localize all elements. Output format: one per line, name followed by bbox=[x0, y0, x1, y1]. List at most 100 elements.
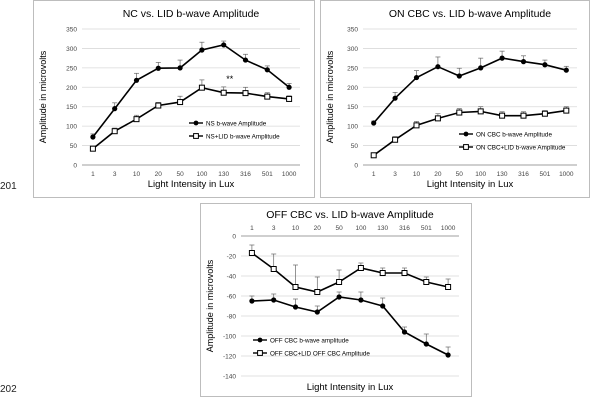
x-tick-label: 130 bbox=[218, 171, 229, 178]
data-point bbox=[563, 67, 569, 73]
x-tick-label: 501 bbox=[539, 171, 550, 178]
x-tick-label: 50 bbox=[456, 171, 464, 178]
x-tick-label: 3 bbox=[272, 225, 276, 232]
data-point bbox=[413, 74, 420, 81]
data-point bbox=[90, 134, 96, 140]
data-point bbox=[499, 55, 505, 61]
x-tick-label: 501 bbox=[421, 225, 432, 232]
data-point bbox=[520, 59, 527, 65]
figure-number-201: 201 bbox=[0, 181, 17, 192]
figure-number-202: 202 bbox=[0, 384, 17, 395]
data-point bbox=[112, 106, 118, 112]
data-point bbox=[401, 329, 408, 335]
chart-panel-off-cbc: OFF CBC vs. LID b-wave Amplitude 0 -20 -40 -… bbox=[200, 203, 472, 397]
legend-swatch-marker bbox=[463, 144, 469, 150]
x-tick-label: 501 bbox=[262, 171, 273, 178]
chart-panel-nc: NC vs. LID b-wave Amplitude 0 50 100 150 200 2… bbox=[33, 0, 315, 198]
chart-title: OFF CBC vs. LID b-wave Amplitude bbox=[266, 209, 434, 221]
data-point bbox=[292, 304, 299, 310]
legend-swatch-marker bbox=[193, 133, 199, 139]
y-tick-label: -100 bbox=[223, 334, 236, 341]
x-tick-label: 1 bbox=[91, 171, 95, 178]
y-tick-label: 350 bbox=[347, 27, 358, 34]
legend-label: OFF CBC+LID OFF CBC Amplitude bbox=[270, 350, 370, 357]
data-point bbox=[445, 284, 452, 290]
legend-label: ON CBC+LID b-wave Amplitude bbox=[476, 144, 566, 151]
legend-label: OFF CBC b-wave amplitude bbox=[270, 337, 349, 344]
data-point bbox=[286, 95, 293, 102]
data-point bbox=[456, 73, 462, 79]
y-tick-label: 0 bbox=[354, 163, 358, 170]
y-axis-label: Amplitude in microvolts bbox=[38, 50, 48, 143]
data-point bbox=[423, 279, 430, 285]
y-tick-label: 200 bbox=[347, 85, 358, 92]
data-point bbox=[292, 284, 299, 290]
x-tick-label: 20 bbox=[314, 225, 322, 232]
legend-swatch-marker bbox=[463, 131, 469, 137]
chart-panel-on-cbc: ON CBC vs. LID b-wave Amplitude 0 50 100 150… bbox=[320, 0, 590, 198]
x-tick-label: 1 bbox=[250, 225, 254, 232]
x-tick-label: 100 bbox=[196, 171, 207, 178]
data-point bbox=[445, 352, 451, 358]
x-axis-label: Light Intensity in Lux bbox=[148, 179, 235, 190]
y-tick-label: 300 bbox=[347, 46, 358, 53]
data-point bbox=[499, 112, 506, 119]
y-axis-label: Amplitude in microvolts bbox=[325, 50, 335, 143]
data-point bbox=[314, 309, 320, 315]
y-tick-label: 50 bbox=[70, 143, 78, 150]
y-tick-label: -140 bbox=[223, 374, 236, 381]
data-point bbox=[248, 250, 255, 256]
y-tick-label: 150 bbox=[347, 104, 358, 111]
y-axis-label: Amplitude in microvolts bbox=[205, 259, 215, 352]
x-tick-label: 316 bbox=[240, 171, 251, 178]
legend-swatch-marker bbox=[257, 350, 263, 356]
data-point bbox=[423, 341, 429, 347]
data-point bbox=[541, 110, 548, 117]
x-tick-label: 10 bbox=[413, 171, 421, 178]
y-tick-label: 50 bbox=[351, 143, 359, 150]
chart-nc-vs-lid: NC vs. LID b-wave Amplitude0501001502002… bbox=[38, 8, 300, 190]
x-tick-label: 3 bbox=[113, 171, 117, 178]
x-tick-label: 50 bbox=[176, 171, 184, 178]
data-point bbox=[434, 115, 441, 122]
annotation: ** bbox=[226, 74, 234, 84]
data-point bbox=[89, 145, 96, 152]
data-point bbox=[401, 270, 408, 276]
y-tick-label: 350 bbox=[66, 27, 77, 34]
legend-label: ON CBC b-wave Amplitude bbox=[476, 131, 552, 138]
data-point bbox=[177, 65, 183, 71]
x-tick-label: 130 bbox=[377, 225, 388, 232]
data-point bbox=[380, 303, 386, 309]
data-point bbox=[413, 122, 420, 129]
data-point bbox=[111, 128, 118, 135]
x-axis-label: Light Intensity in Lux bbox=[307, 382, 394, 393]
y-tick-label: -80 bbox=[227, 314, 237, 321]
series-line bbox=[373, 109, 567, 156]
data-point bbox=[249, 298, 255, 304]
x-tick-label: 1000 bbox=[441, 225, 456, 232]
y-tick-label: 250 bbox=[66, 65, 77, 72]
x-tick-label: 1 bbox=[372, 171, 376, 178]
data-point bbox=[392, 95, 398, 101]
y-tick-label: -60 bbox=[227, 294, 237, 301]
data-point bbox=[264, 93, 271, 100]
data-point bbox=[271, 297, 277, 303]
legend-swatch-marker bbox=[257, 337, 263, 343]
data-point bbox=[456, 109, 463, 116]
data-point bbox=[155, 102, 162, 109]
legend-label: NS b-wave Amplitude bbox=[206, 120, 267, 127]
data-point bbox=[358, 297, 364, 303]
data-point bbox=[520, 112, 527, 119]
data-point bbox=[478, 65, 484, 71]
series-line bbox=[373, 57, 567, 124]
data-point bbox=[133, 77, 140, 83]
y-tick-label: 300 bbox=[66, 46, 77, 53]
data-point bbox=[357, 265, 364, 271]
data-point bbox=[392, 136, 399, 143]
series-line bbox=[92, 86, 290, 150]
x-tick-label: 100 bbox=[355, 225, 366, 232]
chart-title: NC vs. LID b-wave Amplitude bbox=[123, 8, 260, 20]
y-tick-label: -20 bbox=[227, 254, 237, 261]
data-point bbox=[314, 289, 321, 295]
y-tick-label: 250 bbox=[347, 65, 358, 72]
